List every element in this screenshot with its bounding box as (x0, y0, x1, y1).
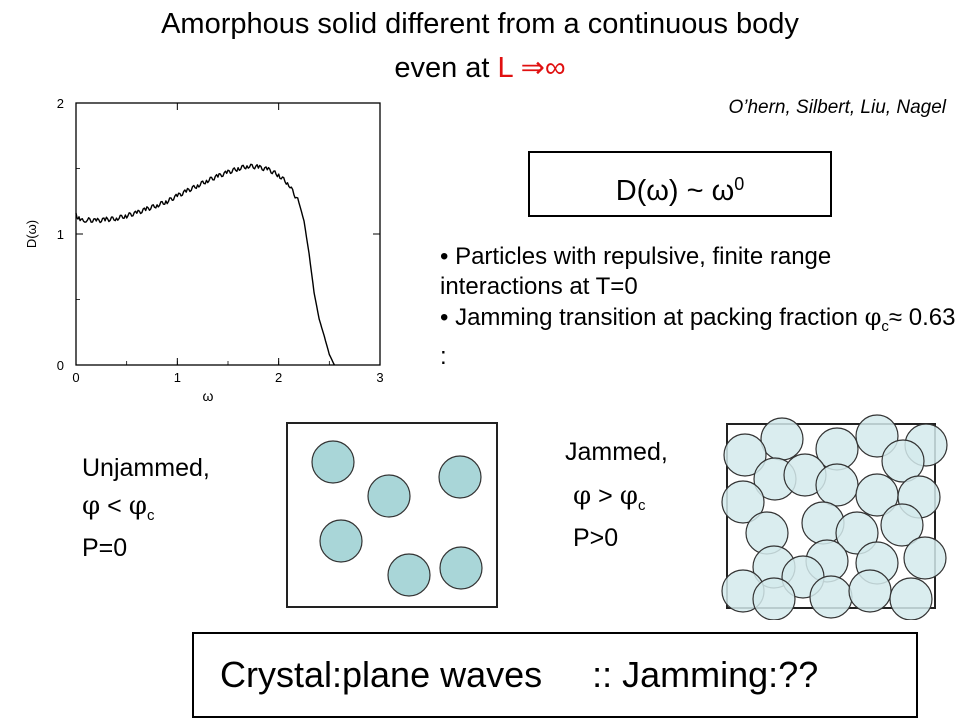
bullet-jamming-tail: ≈ 0.63 : (440, 304, 956, 370)
jammed-particle-box (721, 414, 948, 620)
unjammed-phi: φ (82, 491, 101, 521)
particle (903, 536, 947, 580)
jammed-phi: φ (573, 481, 592, 511)
unjammed-phi-c: φ (128, 491, 147, 521)
unjammed-pressure: P=0 (82, 534, 128, 562)
particle (835, 511, 879, 555)
bullet-particles: • Particles with repulsive, finite range… (440, 243, 832, 300)
plot-frame (75, 102, 381, 366)
formula-exponent: 0 (734, 174, 745, 194)
particle (439, 546, 483, 590)
particle (387, 553, 431, 597)
jammed-label: Jammed, (565, 438, 668, 466)
formula-lhs: D(ω) ~ ω (615, 175, 735, 207)
particle (880, 503, 924, 547)
particle (848, 569, 892, 613)
unjammed-operator: < (107, 492, 122, 520)
x-tick-label: 1 (174, 370, 181, 385)
phi-subscript: c (881, 317, 889, 335)
particle (721, 480, 765, 524)
analogy-crystal: Crystal:plane waves (220, 654, 543, 695)
jammed-operator: > (598, 482, 613, 510)
title-line-1: Amorphous solid different from a continu… (161, 8, 799, 40)
jammed-condition: φ > φc (573, 480, 668, 522)
authors-credit: O’hern, Silbert, Liu, Nagel (728, 97, 946, 118)
unjammed-label-group: Unjammed, φ < φc P=0 (82, 452, 210, 564)
particle (311, 440, 355, 484)
phi-symbol: φ (864, 303, 882, 331)
analogy-jamming: :: Jamming:?? (592, 654, 819, 695)
title-line-2: even at L ⇒∞ (0, 50, 960, 86)
jammed-phi-c: φ (619, 481, 638, 511)
jammed-label-group: Jammed, φ > φc P>0 (565, 436, 668, 554)
particle (438, 455, 482, 499)
particle (723, 433, 767, 477)
y-tick-label: 0 (57, 358, 64, 373)
particle (809, 575, 853, 619)
unjammed-label: Unjammed, (82, 454, 210, 482)
x-axis-label: ω (203, 388, 214, 404)
formula-box: D(ω) ~ ω0 (528, 151, 832, 217)
particle (889, 577, 933, 620)
particle (881, 439, 925, 483)
title-line-2-accent: L ⇒∞ (497, 52, 566, 84)
x-tick-label: 0 (72, 370, 79, 385)
bullet-jamming: • Jamming transition at packing fraction… (440, 302, 960, 372)
x-tick-label: 2 (275, 370, 282, 385)
y-tick-label: 2 (57, 96, 64, 111)
unjammed-particles (311, 440, 483, 597)
jammed-phi-sub: c (637, 497, 646, 514)
bullet-jamming-text: • Jamming transition at packing fraction (440, 304, 865, 331)
unjammed-phi-sub: c (146, 507, 155, 524)
particle (319, 519, 363, 563)
unjammed-particle-box (286, 422, 498, 608)
particle (367, 474, 411, 518)
x-tick-label: 3 (376, 370, 383, 385)
particle (752, 577, 796, 620)
jammed-particles (721, 414, 948, 620)
particle (815, 463, 859, 507)
y-axis-label: D(ω) (24, 220, 39, 248)
title-line-2-prefix: even at (394, 52, 498, 84)
jammed-pressure: P>0 (573, 524, 619, 552)
density-of-states-chart: 0 1 2 3 0 1 2 ω D(ω) (24, 96, 384, 404)
y-tick-label: 1 (57, 227, 64, 242)
particle (760, 417, 804, 461)
dos-series-line (75, 163, 336, 366)
bullet-list: • Particles with repulsive, finite range… (440, 242, 960, 372)
unjammed-condition: φ < φc (82, 490, 210, 532)
bottom-analogy-box: Crystal:plane waves:: Jamming:?? (192, 632, 918, 718)
chart-root: 0 1 2 3 0 1 2 ω D(ω) (24, 96, 384, 404)
